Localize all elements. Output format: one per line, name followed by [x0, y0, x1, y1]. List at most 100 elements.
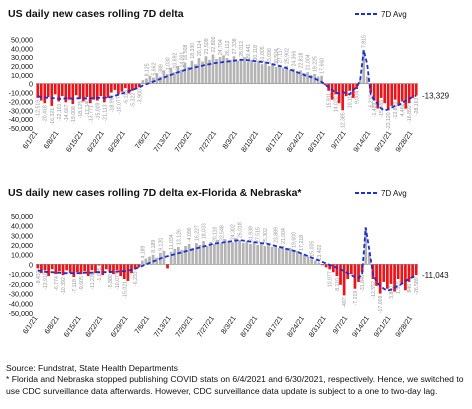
bar-value-label: 4,460 — [400, 103, 406, 116]
bar — [331, 264, 335, 273]
bar — [83, 264, 87, 272]
footnote-source: Source: Fundstrat, State Health Departme… — [6, 363, 178, 373]
bar — [414, 264, 418, 276]
bar-value-label: -12,519 — [36, 100, 42, 118]
bar — [229, 59, 232, 84]
y-tick-label: -20,000 — [9, 280, 33, 289]
bar — [120, 83, 124, 92]
bar — [155, 73, 159, 84]
bar — [397, 83, 401, 105]
bar-value-label: -12,880 — [393, 102, 399, 120]
bar — [309, 74, 313, 84]
bar — [382, 264, 386, 282]
bar — [40, 264, 43, 274]
bar — [36, 83, 40, 98]
bar — [119, 264, 123, 277]
bar — [184, 245, 187, 265]
bar — [342, 264, 346, 296]
bar — [379, 83, 383, 98]
bar — [344, 83, 348, 97]
bar — [256, 245, 260, 265]
x-tick-label: 8/3/21 — [219, 314, 238, 336]
bar-value-label: 21,004 — [306, 54, 312, 70]
bar-value-label: 22,548 — [220, 225, 226, 241]
bar-value-label: 25,302 — [263, 228, 269, 244]
bar-value-label: -10,692 — [172, 52, 178, 70]
bar-value-label: 17,660 — [320, 58, 326, 74]
bar-value-label: -5,880 — [108, 274, 114, 289]
bar — [372, 83, 376, 101]
bar — [90, 264, 94, 271]
bar-value-label: 15,911 — [327, 93, 333, 109]
bar — [364, 227, 368, 265]
y-tick-label: 40,000 — [11, 44, 33, 53]
x-tick-label: 6/15/21 — [62, 314, 83, 339]
bar — [211, 54, 215, 84]
bar-value-label: -5,322 — [130, 93, 136, 108]
bar-value-label: -6,774 — [54, 276, 60, 291]
bar-value-label: -12,910 — [43, 272, 49, 290]
bar — [108, 264, 112, 273]
bar — [383, 83, 387, 104]
x-tick-label: 8/17/21 — [263, 314, 284, 339]
bar — [362, 50, 366, 84]
bar — [88, 83, 92, 104]
bar — [176, 66, 180, 84]
bar-value-label: -11,238 — [90, 272, 96, 289]
y-tick-label: 20,000 — [11, 62, 33, 71]
bar — [227, 241, 231, 265]
bar — [205, 245, 209, 265]
bar — [197, 58, 201, 84]
bar — [317, 262, 321, 265]
y-tick-label: 50,000 — [11, 212, 33, 221]
x-tick-label: 9/14/21 — [350, 314, 371, 339]
bar — [323, 83, 327, 86]
bar-value-label: 24,366 — [292, 51, 298, 67]
bar — [187, 66, 190, 84]
bar — [396, 264, 400, 279]
bar-value-label: 26,018 — [238, 222, 244, 238]
bar — [106, 83, 110, 98]
bar-value-label: 8,110 — [335, 278, 341, 291]
bar-value-label: -389 — [158, 64, 164, 74]
x-tick-label: 7/27/21 — [197, 129, 218, 154]
bar — [320, 75, 323, 84]
x-tick-label: 8/31/21 — [307, 314, 328, 339]
bar — [250, 59, 253, 84]
y-tick-label: -30,000 — [9, 290, 33, 299]
bar — [274, 245, 278, 265]
bar-value-label: 21,004 — [281, 228, 287, 244]
bar — [274, 66, 278, 84]
bar — [50, 83, 54, 106]
x-tick-label: 7/20/21 — [172, 129, 193, 154]
bar — [292, 249, 296, 265]
bar — [138, 83, 141, 88]
x-tick-label: 8/24/21 — [285, 129, 306, 154]
end-value-label: -11,043 — [422, 271, 449, 280]
bar-value-label: -9,605 — [79, 276, 85, 291]
bar — [348, 83, 351, 91]
bar — [60, 83, 64, 97]
x-tick-label: 6/29/21 — [108, 314, 129, 339]
bar — [400, 83, 404, 102]
bar — [292, 68, 295, 84]
bar — [140, 260, 144, 265]
bar-value-label: 27,117 — [278, 48, 284, 64]
bar — [306, 256, 310, 265]
bar — [39, 83, 43, 101]
bar — [85, 83, 89, 97]
x-tick-label: 7/6/21 — [132, 314, 151, 336]
bar-value-label: 27,515 — [256, 227, 262, 243]
bar — [187, 244, 191, 265]
bar-value-label: 8,125 — [144, 63, 150, 76]
bar-value-label: -15,021 — [122, 281, 128, 299]
bar — [208, 59, 211, 84]
bar — [321, 264, 324, 266]
bar-value-label: 20,114 — [197, 40, 203, 56]
bar — [173, 72, 176, 84]
chart-title: US daily new cases rolling 7D delta — [8, 8, 184, 20]
x-tick-label: 8/10/21 — [238, 314, 259, 339]
bar-value-label: -1,095 — [97, 267, 103, 282]
bar — [357, 264, 360, 282]
x-tick-label: 6/22/21 — [83, 314, 104, 339]
